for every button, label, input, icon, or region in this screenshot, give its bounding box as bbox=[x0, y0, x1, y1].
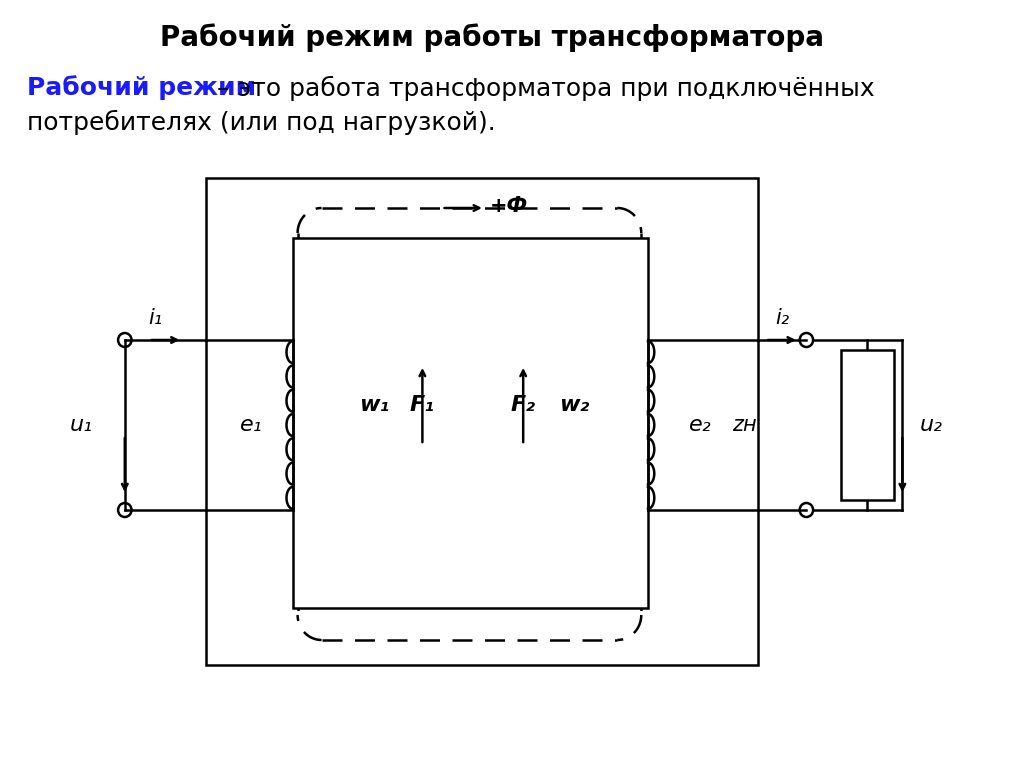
Text: zн: zн bbox=[732, 415, 757, 435]
Text: i₁: i₁ bbox=[148, 308, 163, 328]
Text: – это работа трансформатора при подключённых: – это работа трансформатора при подключё… bbox=[209, 75, 874, 100]
Text: Рабочий режим работы трансформатора: Рабочий режим работы трансформатора bbox=[160, 24, 823, 52]
Text: i₂: i₂ bbox=[775, 308, 790, 328]
Bar bbox=[293, 238, 648, 608]
Text: u₂: u₂ bbox=[920, 415, 943, 435]
Text: e₂: e₂ bbox=[689, 415, 712, 435]
Bar bbox=[207, 178, 759, 665]
Text: F₂: F₂ bbox=[511, 395, 536, 415]
Text: F₁: F₁ bbox=[410, 395, 435, 415]
Bar bbox=[841, 350, 894, 500]
Text: w₁: w₁ bbox=[359, 395, 389, 415]
Text: Рабочий режим: Рабочий режим bbox=[27, 76, 256, 100]
Text: потребителях (или под нагрузкой).: потребителях (или под нагрузкой). bbox=[27, 110, 496, 134]
Text: +Ф: +Ф bbox=[489, 196, 527, 216]
Text: e₁: e₁ bbox=[241, 415, 263, 435]
Text: w₂: w₂ bbox=[559, 395, 589, 415]
Text: u₁: u₁ bbox=[70, 415, 93, 435]
